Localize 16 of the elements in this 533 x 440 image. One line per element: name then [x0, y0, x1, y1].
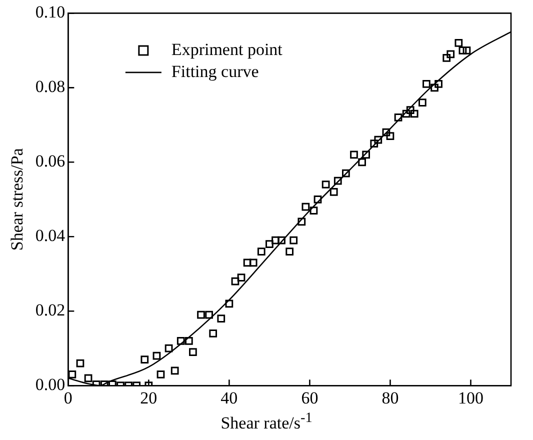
y-tick-label: 0.06: [35, 152, 66, 171]
y-axis-title: Shear stress/Pa: [8, 148, 27, 251]
x-tick-label: 80: [382, 388, 399, 408]
y-tick-label: 0.02: [35, 300, 66, 320]
y-tick-label: 0.10: [35, 2, 66, 22]
legend-label: Fitting curve: [171, 62, 259, 81]
y-tick-label: 0.08: [35, 77, 66, 96]
y-tick-label: 0.00: [35, 375, 66, 394]
x-tick-label: 40: [220, 388, 238, 408]
x-tick-label: 60: [301, 388, 318, 408]
x-tick-label: 0: [64, 388, 72, 408]
legend-label: Expriment point: [171, 40, 283, 59]
x-tick-label: 100: [458, 388, 484, 408]
x-axis-title: Shear rate/s$^{-1}$: [220, 410, 314, 434]
x-tick-label: 20: [140, 388, 158, 408]
y-tick-label: 0.04: [35, 226, 66, 246]
